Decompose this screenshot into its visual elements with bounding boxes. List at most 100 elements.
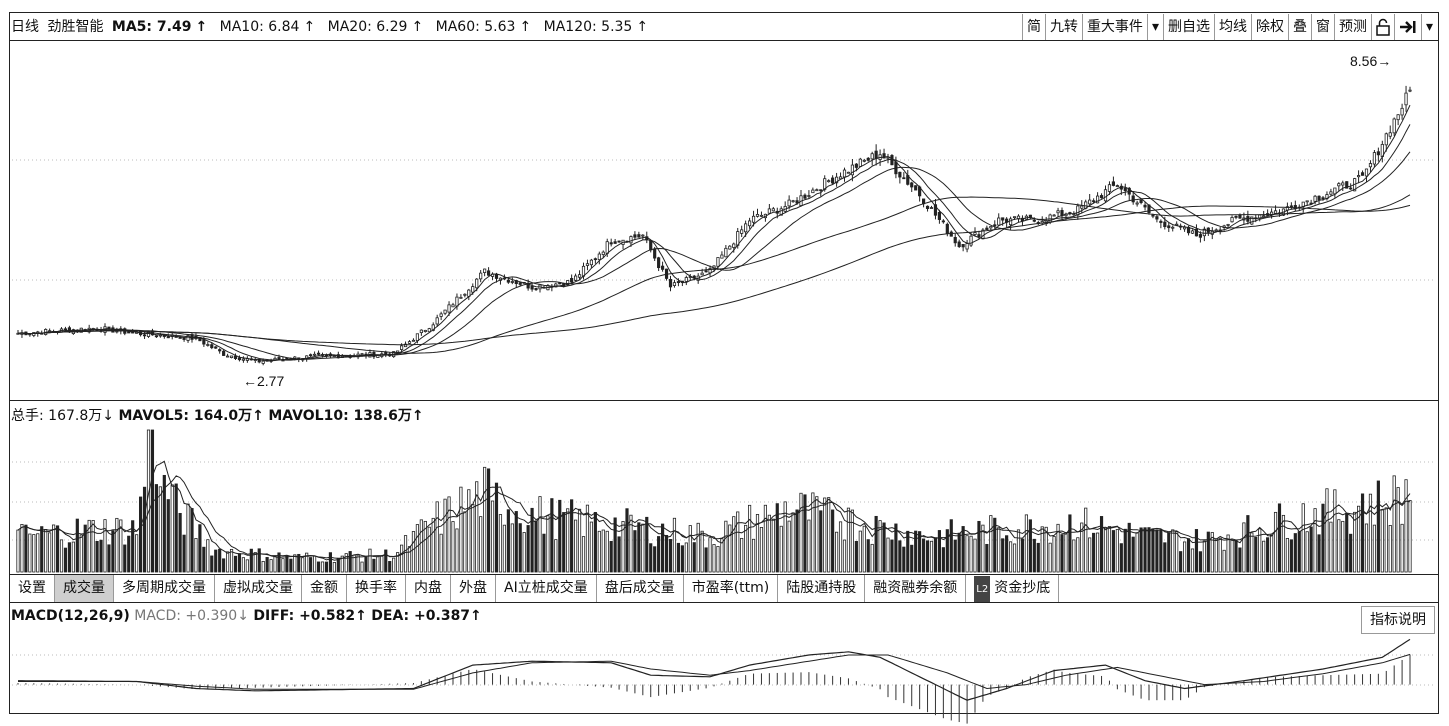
- volume-bar: [732, 516, 736, 573]
- volume-bar: [135, 534, 139, 573]
- volume-bar: [953, 539, 957, 573]
- ma-line-button[interactable]: 均线: [1213, 14, 1251, 40]
- tab-1[interactable]: 成交量: [55, 575, 114, 602]
- volume-bar: [95, 540, 99, 573]
- volume-bar: [601, 529, 605, 573]
- candle-down: [819, 189, 823, 192]
- volume-bar: [443, 498, 447, 573]
- tab-label: 内盘: [414, 580, 442, 596]
- volume-bar: [629, 514, 633, 573]
- tab-8[interactable]: AI立桩成交量: [496, 575, 597, 602]
- volume-bar: [1297, 531, 1301, 573]
- volume-bar: [668, 539, 673, 573]
- volume-bar: [1357, 505, 1361, 573]
- volume-bar: [309, 557, 313, 573]
- volume-bar: [787, 520, 791, 573]
- candle-up: [1202, 228, 1206, 237]
- candle-up: [1368, 163, 1373, 168]
- more-dropdown-icon[interactable]: ▾: [1420, 14, 1437, 40]
- candle-down: [1238, 214, 1242, 219]
- volume-bar: [1305, 531, 1309, 573]
- candle-up: [1115, 185, 1119, 187]
- volume-bar: [918, 531, 922, 573]
- simplified-button[interactable]: 简: [1021, 14, 1045, 40]
- candle-down: [1198, 234, 1202, 238]
- lock-icon[interactable]: [1370, 14, 1394, 40]
- volume-bar: [411, 531, 416, 573]
- volume-bar: [475, 481, 479, 573]
- volume-bar: [471, 503, 475, 573]
- volume-bar: [1309, 526, 1313, 573]
- tab-11[interactable]: 陆股通持股: [778, 575, 866, 602]
- ex-right-button[interactable]: 除权: [1250, 14, 1288, 40]
- volume-bar: [1230, 539, 1234, 573]
- candle-down: [1159, 220, 1163, 223]
- volume-bar: [1281, 514, 1286, 573]
- volume-bar: [1194, 529, 1199, 573]
- tab-7[interactable]: 外盘: [451, 575, 496, 602]
- candle-down: [633, 234, 637, 238]
- candle-down: [1155, 216, 1159, 220]
- nine-turn-button[interactable]: 九转: [1044, 14, 1082, 40]
- volume-bar: [16, 529, 20, 573]
- volume-bar: [562, 512, 566, 573]
- volume-bar: [566, 508, 570, 573]
- candle-down: [933, 204, 938, 216]
- volume-bar: [807, 519, 811, 573]
- volume-bar: [514, 511, 518, 573]
- volume-bar: [882, 522, 886, 573]
- forecast-button[interactable]: 预测: [1333, 14, 1371, 40]
- candle-down: [937, 212, 941, 220]
- tab-13[interactable]: L2 资金抄底: [966, 575, 1060, 603]
- volume-bar: [550, 498, 554, 573]
- tab-2[interactable]: 多周期成交量: [114, 575, 215, 602]
- volume-bar: [779, 525, 783, 573]
- candle-down: [178, 337, 182, 339]
- tab-5[interactable]: 换手率: [347, 575, 406, 602]
- volume-bar: [538, 496, 542, 573]
- period-label[interactable]: 日线: [11, 19, 39, 35]
- remove-watchlist-button[interactable]: 删自选: [1162, 14, 1214, 40]
- tab-9[interactable]: 盘后成交量: [597, 575, 684, 602]
- mavol-line-mavol10: [17, 475, 1411, 559]
- candle-down: [882, 153, 886, 159]
- volume-bar: [1167, 532, 1171, 573]
- volume-bar: [186, 503, 190, 573]
- candle-up: [483, 268, 487, 273]
- candle-down: [277, 357, 281, 361]
- volume-bar: [744, 524, 748, 573]
- volume-bar: [1020, 538, 1025, 573]
- price-volume-divider: [10, 400, 1438, 401]
- tab-0[interactable]: 设置: [10, 575, 55, 602]
- overlay-button[interactable]: 叠: [1287, 14, 1311, 40]
- candle-up: [1076, 205, 1080, 216]
- volume-bar: [1107, 526, 1112, 573]
- candle-up: [744, 223, 748, 233]
- candle-up: [997, 217, 1001, 226]
- tab-12[interactable]: 融资融券余额: [865, 575, 967, 602]
- volume-bar: [1143, 527, 1147, 573]
- tab-6[interactable]: 内盘: [406, 575, 451, 602]
- macd-name: MACD(12,26,9): [11, 608, 130, 624]
- tab-3[interactable]: 虚拟成交量: [215, 575, 302, 602]
- candle-up: [1103, 189, 1108, 202]
- major-events-button[interactable]: 重大事件: [1081, 14, 1147, 40]
- tabs-macd-divider: [10, 602, 1438, 603]
- candle-down: [214, 346, 218, 349]
- candle-up: [475, 278, 479, 289]
- arrow-right-icon[interactable]: [1393, 14, 1421, 40]
- volume-bar: [530, 507, 534, 573]
- major-events-dropdown-icon[interactable]: ▾: [1146, 14, 1163, 40]
- tab-10[interactable]: 市盈率(ttm): [684, 575, 779, 602]
- volume-tabs-divider: [10, 574, 1438, 575]
- window-button[interactable]: 窗: [1310, 14, 1334, 40]
- dea-value: DEA: +0.387↑: [371, 608, 482, 624]
- mavol5-label: MAVOL5: 164.0万↑: [118, 408, 264, 424]
- indicator-help-button[interactable]: 指标说明: [1361, 606, 1435, 634]
- volume-bar: [1301, 503, 1305, 573]
- candle-down: [704, 270, 708, 273]
- chart-frame: [9, 12, 1439, 714]
- volume-bar: [558, 499, 562, 573]
- candle-up: [1364, 168, 1369, 177]
- tab-4[interactable]: 金额: [302, 575, 347, 602]
